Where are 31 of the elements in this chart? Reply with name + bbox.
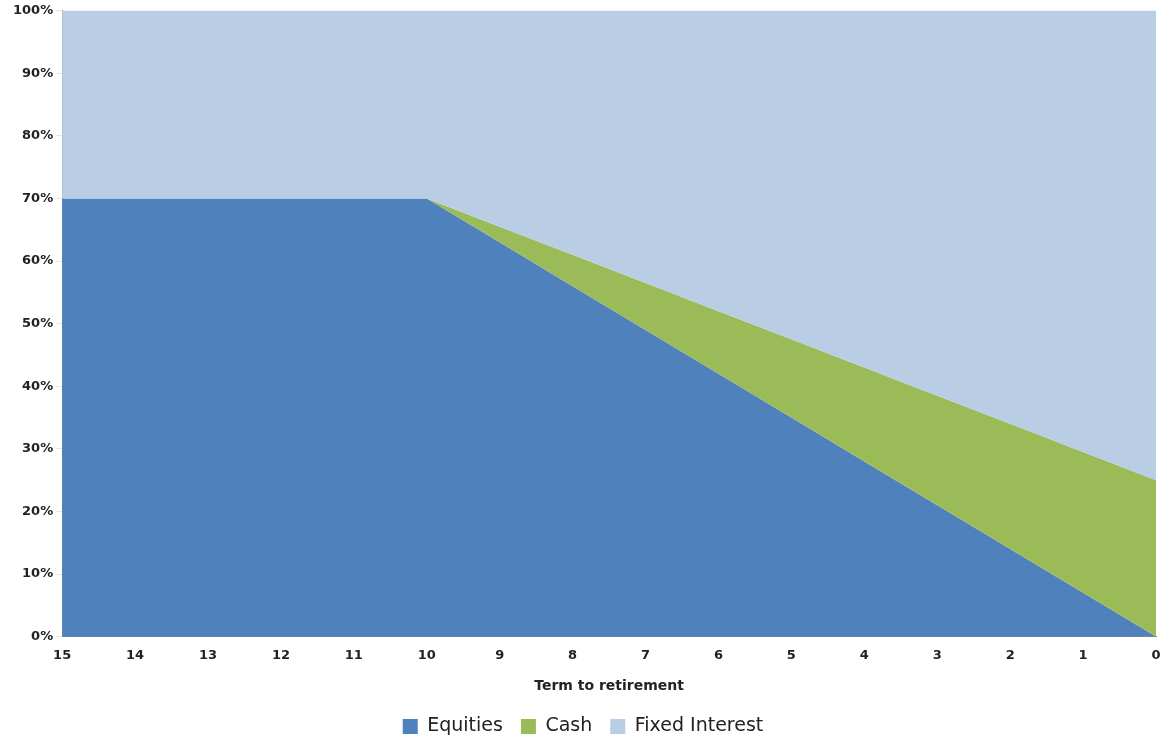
x-tick-label: 7	[641, 646, 651, 662]
y-tick-label: 20%	[22, 502, 54, 518]
legend-label: Fixed Interest	[634, 713, 764, 736]
x-tick-label: 15	[53, 646, 72, 662]
x-tick-label: 6	[713, 646, 723, 662]
x-tick-label: 11	[344, 646, 363, 662]
x-tick-label: 10	[417, 646, 436, 662]
y-tick-label: 80%	[22, 127, 54, 143]
y-tick-label: 70%	[22, 189, 54, 205]
x-tick-label: 12	[271, 646, 290, 662]
x-axis-title: Term to retirement	[534, 677, 685, 694]
x-tick-label: 5	[786, 646, 796, 662]
x-tick-label: 0	[1151, 646, 1161, 662]
x-tick-label: 3	[932, 646, 942, 662]
y-tick-label: 60%	[22, 252, 54, 268]
x-tick-label: 13	[198, 646, 218, 662]
y-tick-label: 90%	[22, 64, 54, 80]
x-tick-label: 8	[568, 646, 578, 662]
y-tick-label: 50%	[22, 315, 54, 331]
x-tick-label: 2	[1005, 646, 1015, 662]
legend-label: Cash	[545, 713, 593, 736]
x-tick-label: 14	[126, 646, 145, 662]
y-tick-label: 0%	[31, 627, 54, 643]
x-tick-label: 1	[1078, 646, 1088, 662]
y-tick-label: 10%	[22, 565, 54, 581]
y-tick-label: 30%	[22, 440, 54, 456]
y-tick-label: 100%	[12, 2, 54, 18]
x-tick-label: 9	[495, 646, 505, 662]
legend-label: Equities	[427, 713, 503, 736]
x-tick-label: 4	[859, 646, 869, 662]
y-tick-label: 40%	[22, 377, 54, 393]
